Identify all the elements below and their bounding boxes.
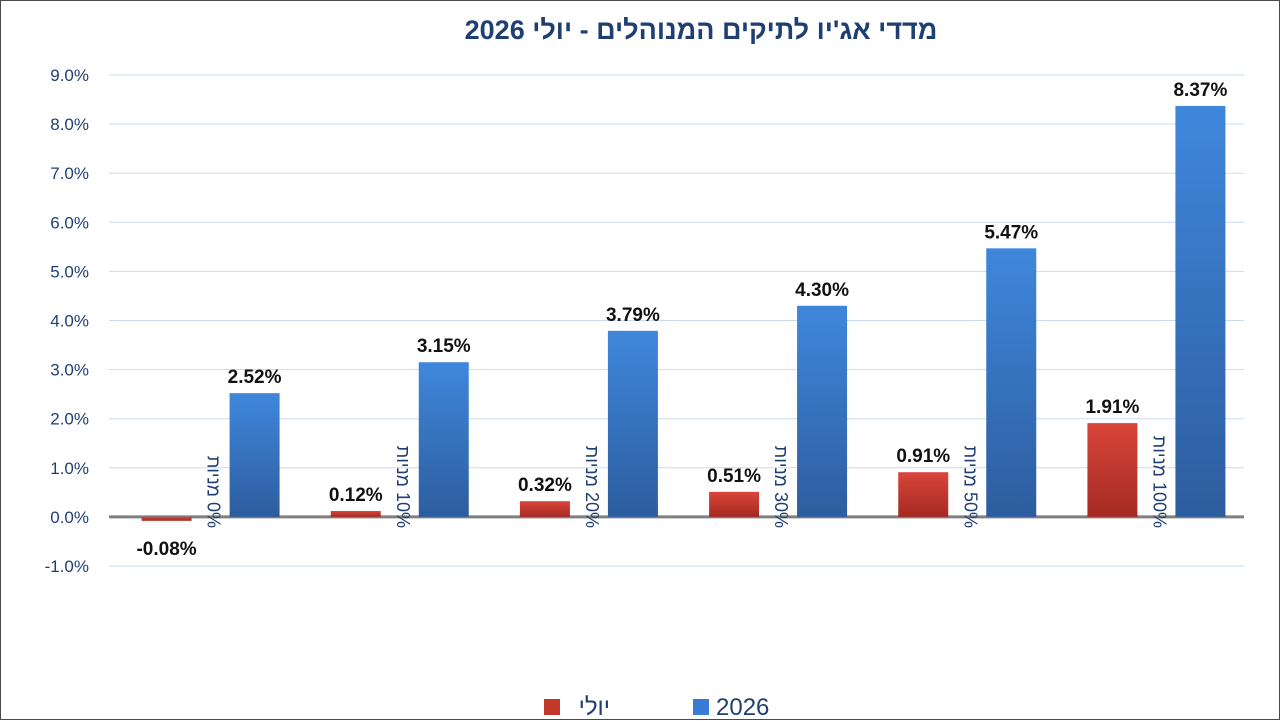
bars-layer — [141, 105, 1226, 521]
legend: יולי 2026 — [544, 694, 769, 721]
y-tick-label: 3.0% — [50, 361, 89, 380]
y-tick-label: 7.0% — [50, 164, 89, 183]
labels-layer: -0.08% 2.52% 0% מניות 0.12% 3.15% 10% מניות 0.… — [136, 80, 1227, 560]
legend-label-july: יולי — [579, 694, 610, 721]
data-label: 4.30% — [795, 280, 849, 301]
category-label-group: 20% מניות — [582, 446, 602, 528]
grid-layer: 9.0% 8.0% 7.0% 6.0% 5.0% 4.0% 3.0% 2.0% 1.0% 0.0%… — [45, 66, 1244, 576]
bar-2026 — [986, 248, 1037, 517]
bar-2026 — [229, 393, 280, 517]
data-label: 0.32% — [518, 475, 572, 496]
y-tick-label: 6.0% — [50, 213, 89, 232]
y-tick-label: 2.0% — [50, 410, 89, 429]
data-label: 1.91% — [1085, 397, 1139, 418]
bar-july — [709, 491, 760, 517]
bar-july — [898, 472, 949, 517]
category-label: 10% מניות — [393, 446, 413, 528]
bar-2026 — [797, 305, 848, 517]
data-label: 0.51% — [707, 466, 761, 487]
data-label: 0.12% — [329, 485, 383, 506]
y-tick-label: 5.0% — [50, 262, 89, 281]
category-label: 30% מניות — [771, 446, 791, 528]
data-label: -0.08% — [136, 539, 196, 560]
y-tick-label: -1.0% — [45, 557, 89, 576]
bar-july — [1087, 423, 1138, 517]
y-tick-label: 4.0% — [50, 312, 89, 331]
category-label: 100% מניות — [1149, 436, 1169, 528]
data-label: 2.52% — [228, 367, 282, 388]
data-label: 0.91% — [896, 446, 950, 467]
legend-label-2026: 2026 — [716, 694, 769, 721]
bar-2026 — [607, 330, 658, 517]
y-tick-label: 0.0% — [50, 508, 89, 527]
data-label: 8.37% — [1173, 80, 1227, 101]
category-label: 50% מניות — [960, 446, 980, 528]
legend-swatch-2026 — [693, 699, 709, 715]
data-label: 5.47% — [984, 222, 1038, 243]
y-tick-label: 9.0% — [50, 66, 89, 85]
category-label-group: 0% מניות — [204, 456, 224, 528]
category-label: 0% מניות — [204, 456, 224, 528]
bar-july — [141, 516, 192, 521]
bar-2026 — [418, 362, 469, 517]
category-label-group: 100% מניות — [1149, 436, 1169, 528]
category-label-group: 50% מניות — [960, 446, 980, 528]
bar-july — [519, 501, 570, 517]
legend-swatch-july — [544, 699, 560, 715]
data-label: 3.79% — [606, 305, 660, 326]
category-label-group: 10% מניות — [393, 446, 413, 528]
chart-title: מדדי אג'יו לתיקים המנוהלים - יולי 2026 — [464, 15, 938, 45]
category-label-group: 30% מניות — [771, 446, 791, 528]
bar-july — [330, 511, 381, 517]
data-label: 3.15% — [417, 336, 471, 357]
y-tick-label: 8.0% — [50, 115, 89, 134]
y-tick-label: 1.0% — [50, 459, 89, 478]
bar-2026 — [1175, 105, 1226, 517]
category-label: 20% מניות — [582, 446, 602, 528]
